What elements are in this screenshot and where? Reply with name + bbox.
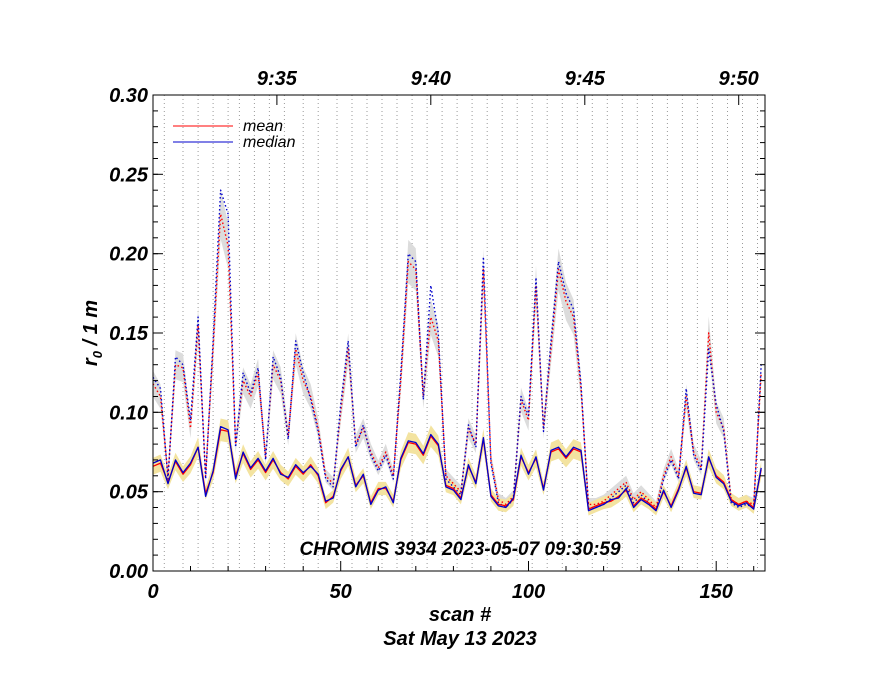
y-tick-label-4: 0.20 (109, 244, 148, 266)
top-time-label-0: 9:35 (257, 68, 298, 90)
y-tick-label-0: 0.00 (109, 561, 148, 583)
y-axis-units: / 1 m (80, 300, 102, 351)
legend-mean-label: mean (243, 118, 283, 135)
data-series (152, 189, 762, 512)
y-tick-label-6: 0.30 (109, 85, 148, 107)
y-tick-label-1: 0.05 (109, 482, 149, 504)
y-tick-label-2: 0.10 (109, 402, 148, 424)
top-time-label-1: 9:40 (411, 68, 451, 90)
high-r0-median-line (152, 189, 762, 512)
top-time-label-3: 9:50 (719, 68, 759, 90)
x-tick-label-0: 0 (147, 581, 158, 603)
top-time-label-2: 9:45 (565, 68, 606, 90)
axis-ticks: 0.00 0.05 0.10 0.15 0.20 0.25 0.30 0 50 100 150 9:3… (109, 68, 765, 603)
x-axis-title: scan # (429, 604, 492, 626)
y-axis-subscript: 0 (90, 350, 105, 358)
legend-median-label: median (243, 134, 296, 151)
variance-bands (153, 189, 762, 516)
x-tick-label-3: 150 (700, 581, 733, 603)
y-tick-label-5: 0.25 (109, 164, 149, 186)
low-r0-band (153, 418, 762, 516)
median-line (152, 425, 762, 512)
y-axis-title: r0 / 1 m (80, 300, 105, 366)
chart-annotation: CHROMIS 3934 2023-05-07 09:30:59 (299, 539, 621, 560)
date-label: Sat May 13 2023 (383, 628, 536, 650)
x-tick-label-1: 50 (330, 581, 352, 603)
y-axis-symbol: r (80, 357, 102, 366)
legend: mean median (173, 118, 296, 151)
high-r0-mean-line (152, 213, 762, 509)
y-tick-label-3: 0.15 (109, 323, 149, 345)
x-tick-label-2: 100 (512, 581, 545, 603)
